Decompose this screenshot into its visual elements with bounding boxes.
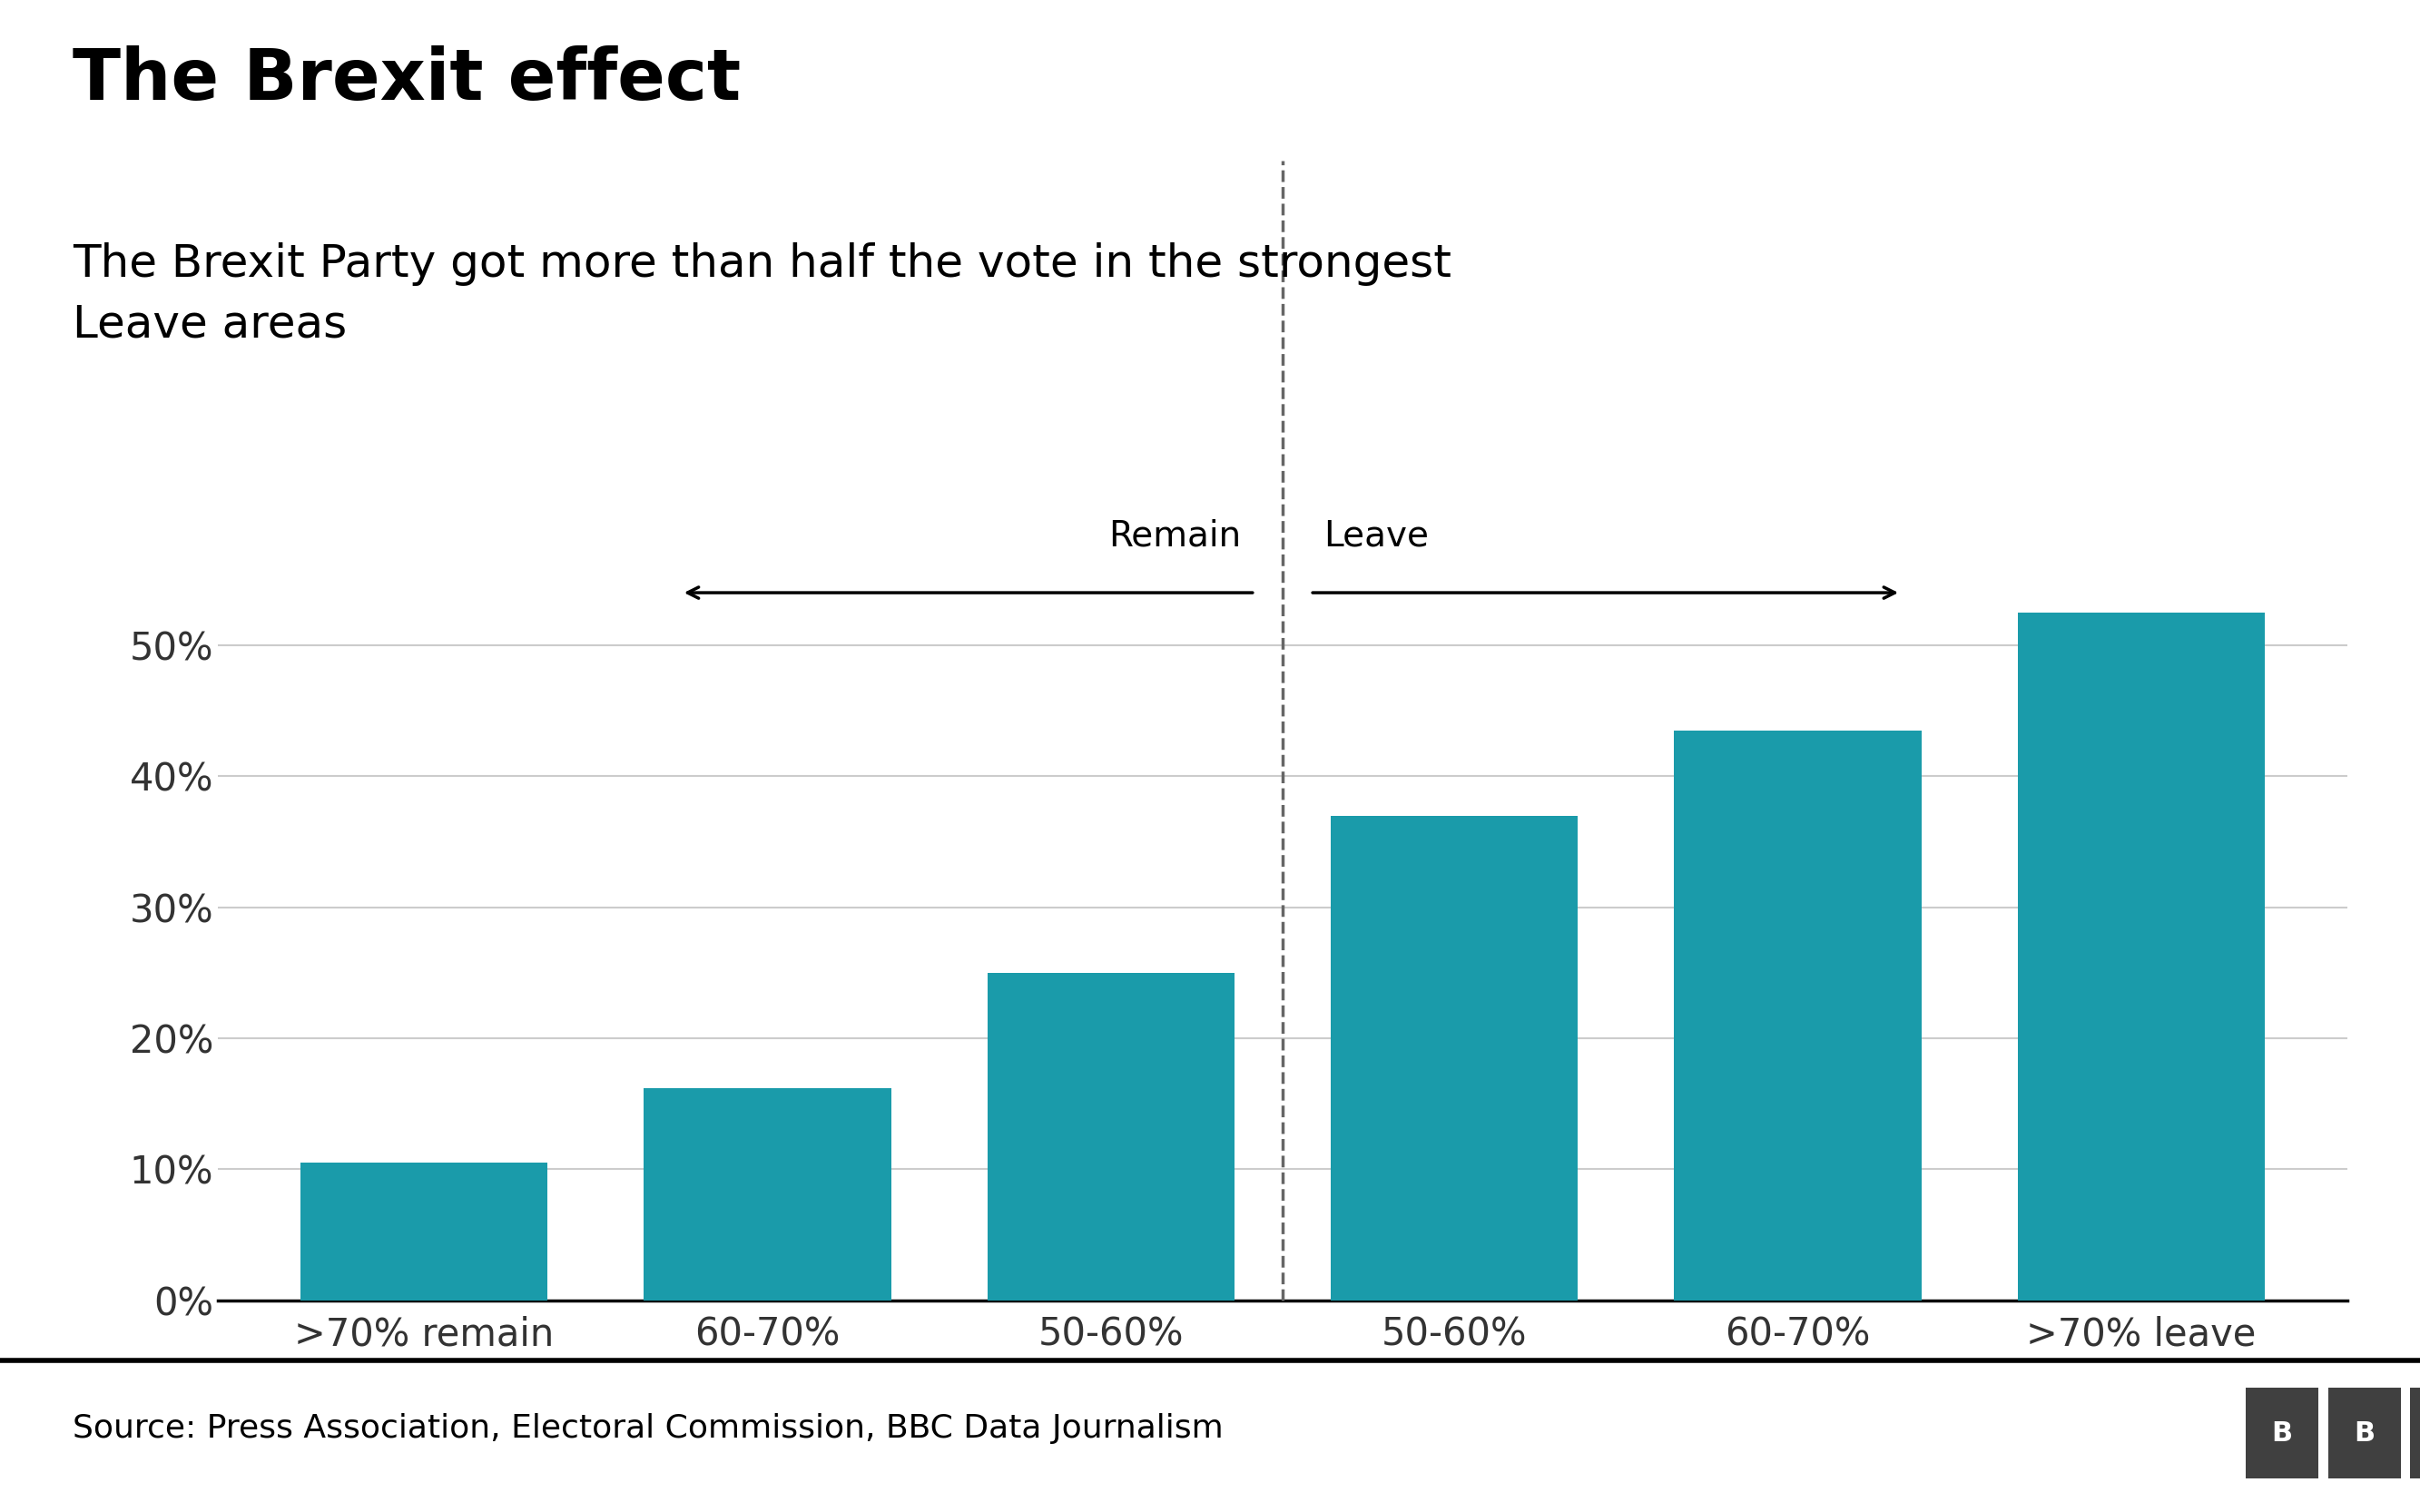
Text: The Brexit Party got more than half the vote in the strongest
Leave areas: The Brexit Party got more than half the … (73, 242, 1452, 346)
Text: Remain: Remain (1108, 519, 1241, 553)
Bar (1675, 730, 1921, 1300)
Text: Source: Press Association, Electoral Commission, BBC Data Journalism: Source: Press Association, Electoral Com… (73, 1414, 1225, 1444)
Bar (2018, 612, 2265, 1300)
Text: B: B (2355, 1420, 2374, 1447)
Bar (987, 972, 1234, 1300)
Bar (1331, 815, 1578, 1300)
Bar (644, 1089, 891, 1300)
Text: B: B (2272, 1420, 2292, 1447)
Bar (300, 1163, 547, 1300)
Text: Leave: Leave (1324, 519, 1430, 553)
Text: The Brexit effect: The Brexit effect (73, 45, 741, 115)
